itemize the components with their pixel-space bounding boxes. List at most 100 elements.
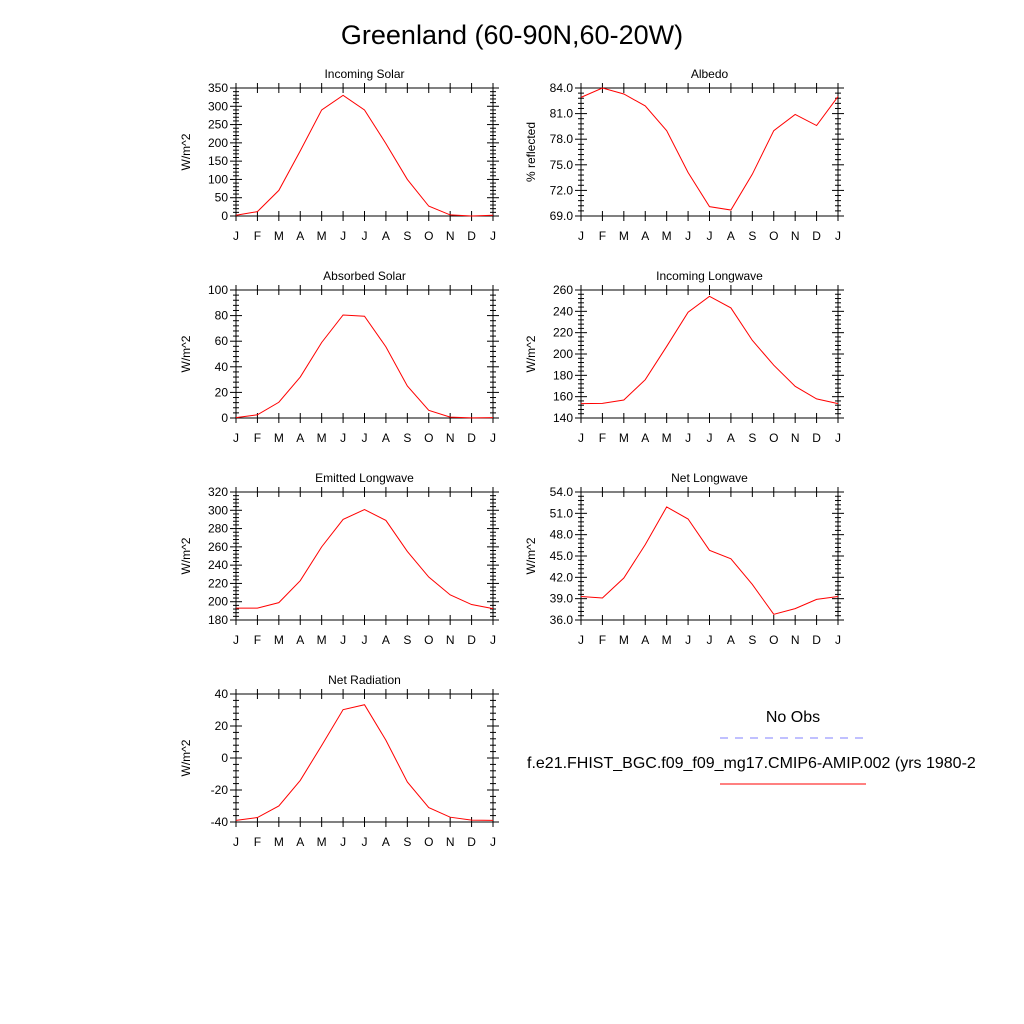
x-tick-label: F: [254, 229, 261, 243]
x-tick-label: A: [382, 633, 390, 647]
y-tick-label: 160: [553, 390, 573, 404]
y-axis-label: W/m^2: [179, 537, 193, 574]
x-tick-label: S: [403, 431, 411, 445]
x-tick-label: A: [382, 835, 390, 849]
panel-title: Albedo: [691, 67, 729, 81]
x-tick-label: A: [641, 633, 649, 647]
x-tick-label: J: [685, 431, 691, 445]
y-tick-label: 42.0: [550, 570, 574, 584]
x-tick-label: A: [641, 229, 649, 243]
x-tick-label: A: [296, 633, 304, 647]
y-tick-label: 150: [208, 154, 228, 168]
y-tick-label: 320: [208, 485, 228, 499]
x-tick-label: D: [812, 431, 821, 445]
series-line: [580, 87, 839, 211]
x-tick-label: D: [467, 229, 476, 243]
y-tick-label: 300: [208, 503, 228, 517]
x-tick-label: J: [707, 229, 713, 243]
x-tick-label: J: [490, 835, 496, 849]
x-tick-label: F: [254, 633, 261, 647]
legend-model-label: f.e21.FHIST_BGC.f09_f09_mg17.CMIP6-AMIP.…: [527, 755, 976, 772]
x-tick-label: O: [424, 229, 433, 243]
x-tick-label: N: [446, 633, 455, 647]
y-axis-label: W/m^2: [179, 133, 193, 170]
y-tick-label: 20: [215, 385, 229, 399]
y-tick-label: 78.0: [550, 132, 574, 146]
y-tick-label: 0: [221, 411, 228, 425]
y-axis-label: W/m^2: [524, 335, 538, 372]
y-tick-label: 80: [215, 309, 229, 323]
x-tick-label: S: [403, 835, 411, 849]
x-tick-label: M: [317, 431, 327, 445]
x-tick-label: F: [599, 633, 606, 647]
y-tick-label: 60: [215, 334, 229, 348]
y-tick-label: 81.0: [550, 107, 574, 121]
x-tick-label: A: [727, 229, 735, 243]
x-tick-label: N: [446, 835, 455, 849]
plot-frame: [580, 289, 839, 419]
y-tick-label: 54.0: [550, 485, 574, 499]
y-tick-label: 350: [208, 81, 228, 95]
x-tick-label: S: [748, 633, 756, 647]
y-tick-label: 280: [208, 522, 228, 536]
x-tick-label: M: [662, 633, 672, 647]
y-tick-label: 260: [553, 283, 573, 297]
y-tick-label: 0: [221, 751, 228, 765]
y-tick-label: 240: [208, 558, 228, 572]
x-tick-label: D: [467, 633, 476, 647]
x-tick-label: N: [791, 633, 800, 647]
x-tick-label: J: [490, 633, 496, 647]
y-tick-label: 69.0: [550, 209, 574, 223]
x-tick-label: J: [707, 633, 713, 647]
x-tick-label: M: [317, 229, 327, 243]
x-tick-label: D: [812, 229, 821, 243]
plot-frame: [235, 289, 494, 419]
series-line: [580, 506, 839, 615]
y-tick-label: 36.0: [550, 613, 574, 627]
x-tick-label: J: [685, 229, 691, 243]
panel-title: Absorbed Solar: [323, 269, 406, 283]
x-tick-label: D: [467, 835, 476, 849]
x-tick-label: O: [769, 431, 778, 445]
x-tick-label: J: [490, 431, 496, 445]
x-tick-label: A: [296, 431, 304, 445]
x-tick-label: F: [254, 431, 261, 445]
x-tick-label: M: [274, 835, 284, 849]
x-tick-label: J: [340, 229, 346, 243]
x-tick-label: N: [791, 431, 800, 445]
x-tick-label: M: [619, 633, 629, 647]
plot-frame: [235, 87, 494, 217]
y-tick-label: -40: [211, 815, 229, 829]
series-line: [580, 295, 839, 405]
x-tick-label: A: [296, 229, 304, 243]
y-tick-label: 40: [215, 687, 229, 701]
x-tick-label: J: [835, 633, 841, 647]
panel-title: Incoming Longwave: [656, 269, 763, 283]
x-tick-label: M: [662, 431, 672, 445]
y-tick-label: 50: [215, 191, 229, 205]
x-tick-label: O: [769, 633, 778, 647]
x-tick-label: M: [619, 431, 629, 445]
x-tick-label: M: [619, 229, 629, 243]
y-tick-label: 100: [208, 172, 228, 186]
x-tick-label: A: [641, 431, 649, 445]
x-tick-label: D: [812, 633, 821, 647]
plot-frame: [580, 491, 839, 621]
panel-title: Emitted Longwave: [315, 471, 414, 485]
x-tick-label: M: [274, 229, 284, 243]
x-tick-label: O: [424, 835, 433, 849]
panel-title: Net Radiation: [328, 673, 401, 687]
x-tick-label: J: [233, 633, 239, 647]
x-tick-label: J: [362, 431, 368, 445]
x-tick-label: J: [340, 835, 346, 849]
x-tick-label: J: [835, 431, 841, 445]
panel-title: Net Longwave: [671, 471, 748, 485]
x-tick-label: O: [424, 431, 433, 445]
x-tick-label: J: [233, 229, 239, 243]
x-tick-label: J: [707, 431, 713, 445]
